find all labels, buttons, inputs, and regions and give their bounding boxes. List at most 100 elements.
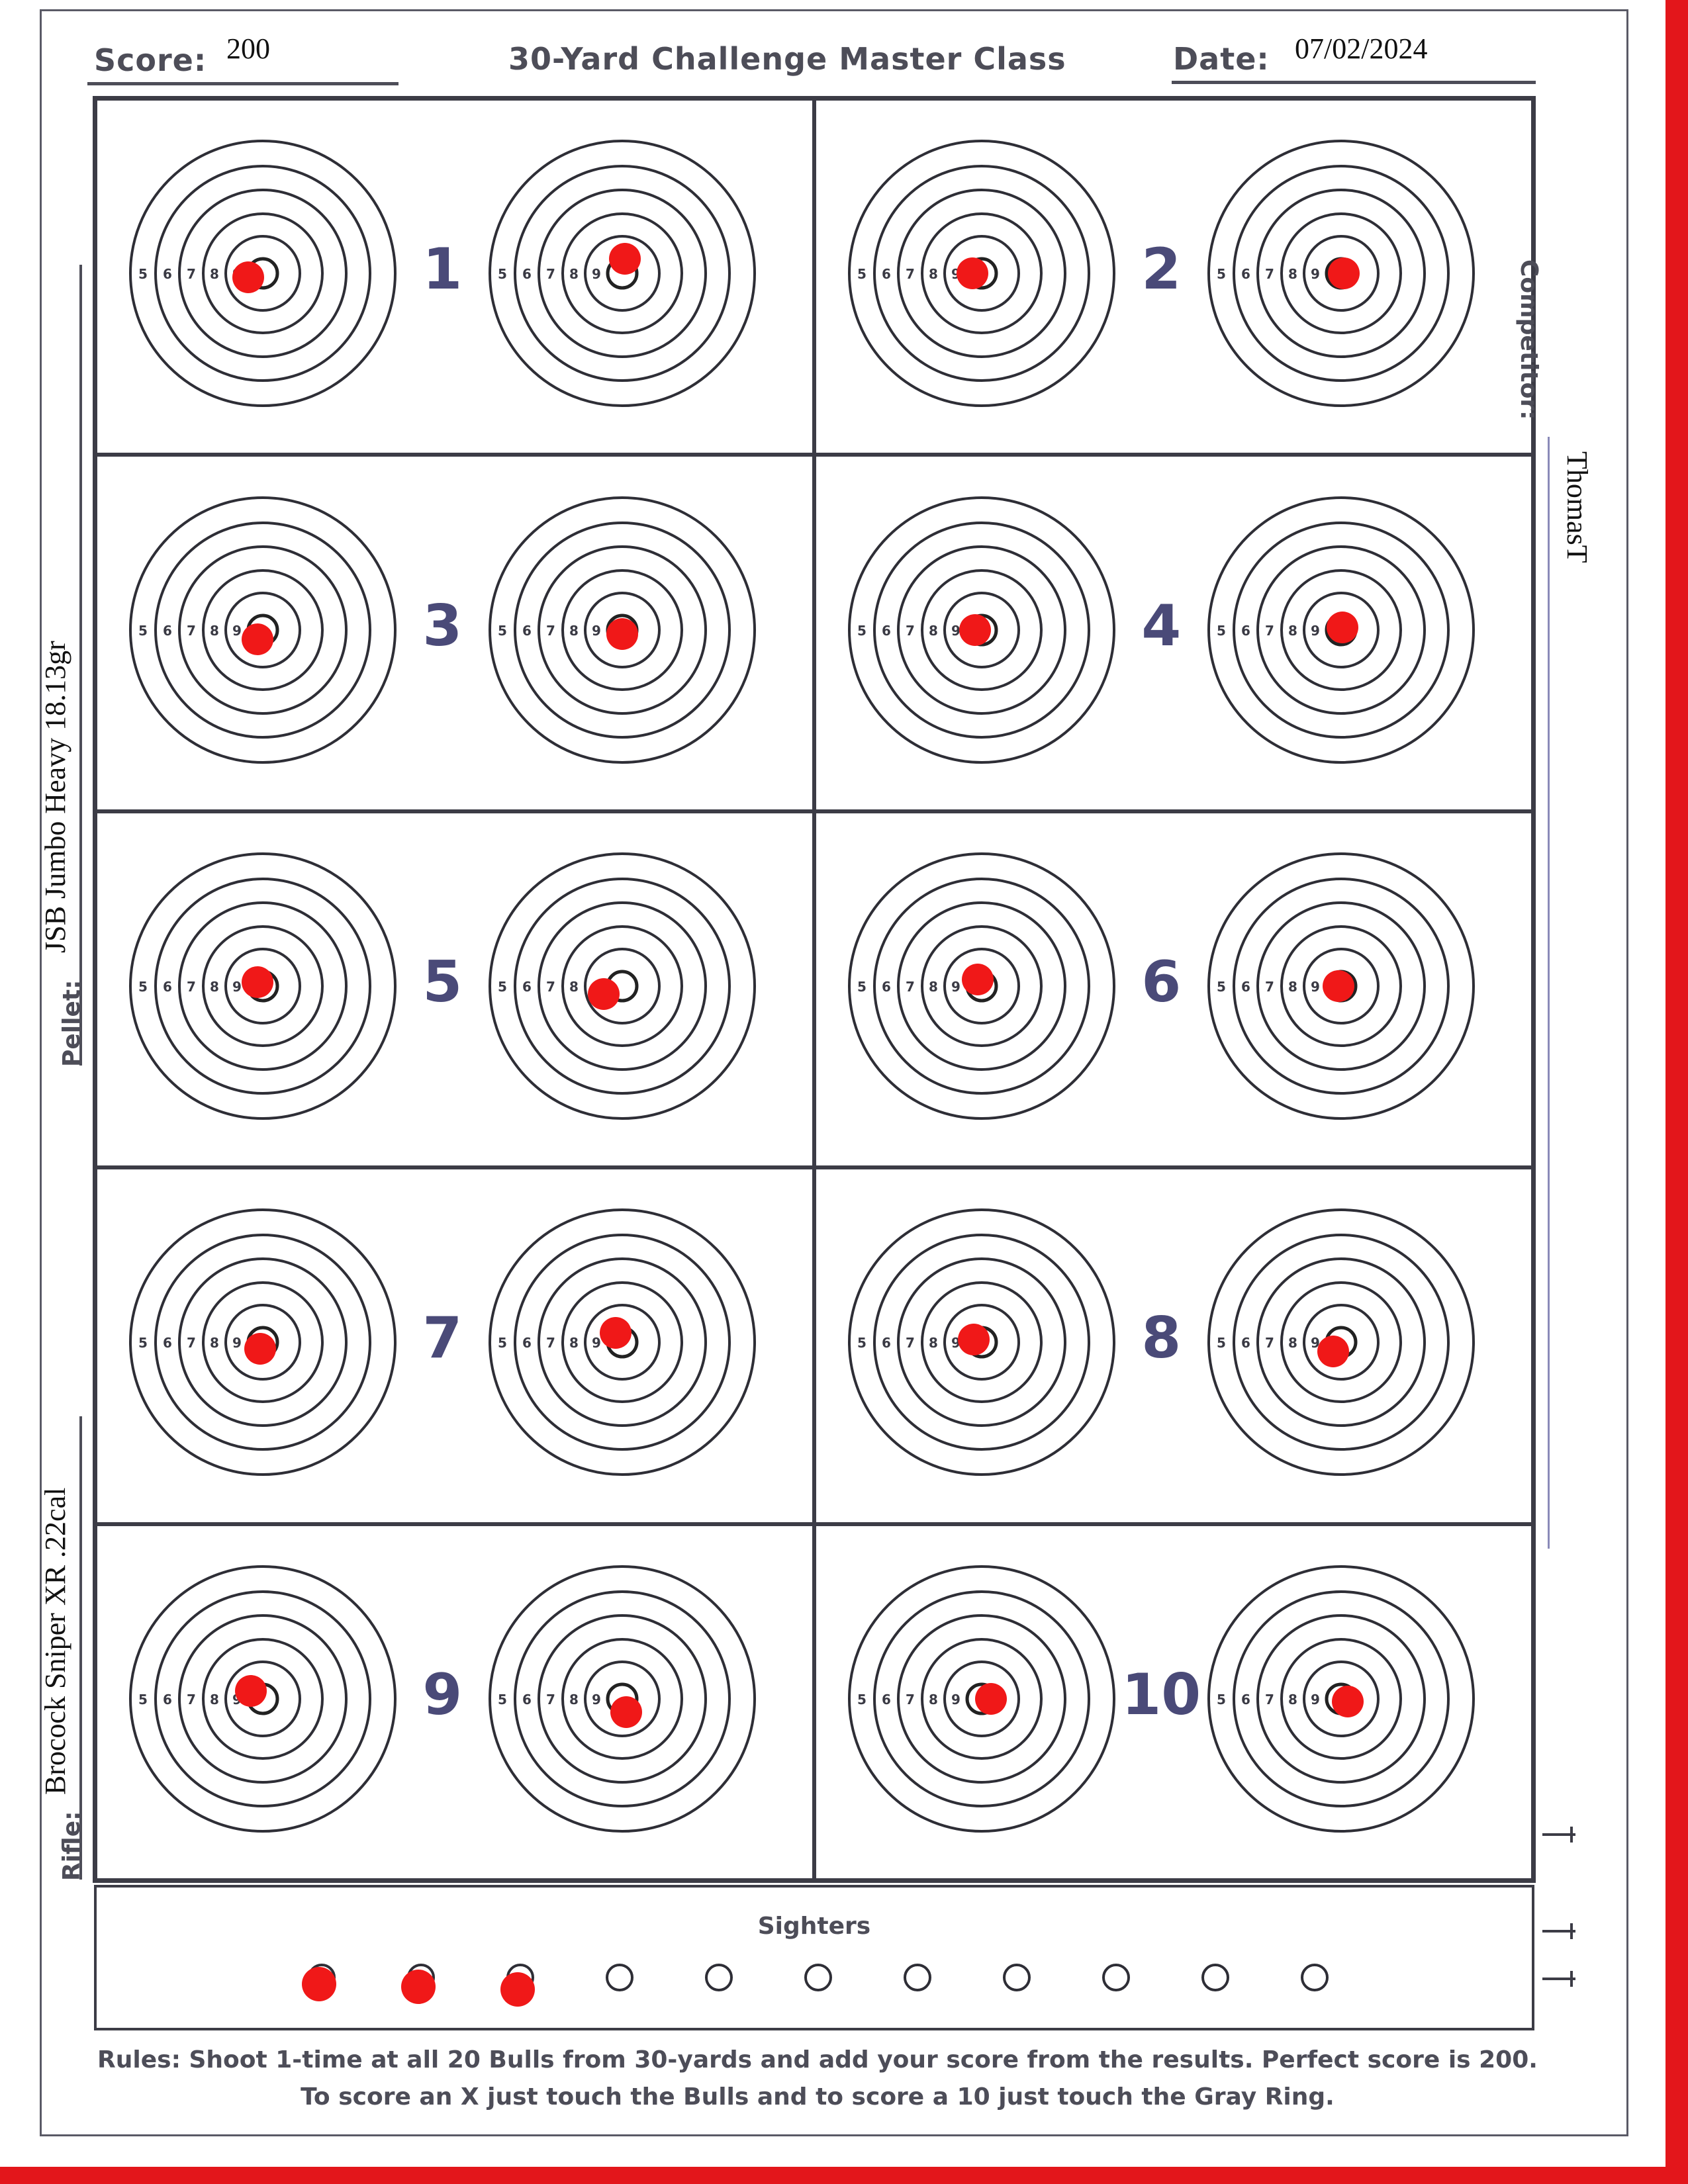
target-cell-5: 56789567895 [95, 811, 814, 1168]
ring-number: 7 [906, 623, 915, 639]
pellet-hit [608, 243, 641, 275]
ring [1207, 140, 1475, 408]
ring-number: 9 [232, 1335, 242, 1351]
target-grid: 5678956789156789567892567895678935678956… [93, 96, 1536, 1883]
ring [943, 1660, 1020, 1737]
date-label: Date: [1173, 41, 1270, 77]
ring [488, 140, 756, 408]
ring-number: 7 [906, 266, 915, 282]
pellet-hit [606, 617, 638, 650]
sighter-bull [606, 1964, 633, 1991]
ring [1232, 521, 1450, 739]
ring-number: 6 [882, 623, 891, 639]
target-number-4: 4 [1141, 592, 1182, 659]
ring [583, 1304, 661, 1381]
pellet-hit [244, 1333, 276, 1365]
ring [201, 1637, 324, 1760]
pellet-hit [957, 1324, 990, 1356]
ring-number: 8 [569, 266, 579, 282]
ring [488, 496, 756, 764]
ring-number: 7 [906, 1692, 915, 1707]
ring-number: 5 [498, 1335, 507, 1351]
ring [1232, 1590, 1450, 1807]
competitor-value: ThomasT [1561, 451, 1593, 563]
ring [896, 1614, 1066, 1784]
ring-number: 5 [1217, 1335, 1226, 1351]
ring [128, 140, 397, 408]
ring [201, 925, 324, 1047]
ring-number: 7 [187, 623, 196, 639]
ring [537, 1614, 707, 1784]
ring [847, 140, 1115, 408]
score-value: 200 [226, 32, 270, 65]
ring-number: 7 [187, 1335, 196, 1351]
ring [1232, 877, 1450, 1095]
ring [1256, 189, 1426, 359]
date-underline [1172, 81, 1536, 84]
ring [128, 496, 397, 764]
ring-number: 6 [163, 266, 172, 282]
ring-number: 5 [138, 266, 148, 282]
ring [847, 496, 1115, 764]
ring [920, 212, 1043, 335]
ring-number: 8 [1288, 266, 1297, 282]
ring-number: 8 [1288, 979, 1297, 995]
ring [154, 165, 371, 383]
ring [177, 1257, 348, 1428]
ring [154, 521, 371, 739]
ring-number: 9 [1311, 979, 1320, 995]
ring [920, 569, 1043, 691]
ring [561, 1281, 683, 1404]
ring [513, 877, 731, 1095]
ring-number: 7 [187, 979, 196, 995]
ring [154, 1590, 371, 1807]
ring-number: 9 [232, 623, 242, 639]
ring-number: 8 [569, 1335, 579, 1351]
ring [920, 925, 1043, 1047]
target-sheet [40, 9, 1628, 2136]
ring [513, 1590, 731, 1807]
rifle-value: Brocock Sniper XR .22cal [39, 1487, 71, 1795]
ring-number: 9 [951, 979, 961, 995]
page-edge-bottom [0, 2167, 1688, 2184]
ring-number: 6 [163, 979, 172, 995]
sighter-bull [904, 1964, 931, 1991]
ring [224, 591, 301, 668]
pellet-hit [1326, 611, 1358, 643]
ring [224, 1660, 301, 1737]
ring-number: 5 [138, 979, 148, 995]
ring [943, 947, 1020, 1024]
target-number-2: 2 [1141, 236, 1182, 303]
ring [1302, 1660, 1380, 1737]
sighter-bull [1003, 1964, 1031, 1991]
ring-number: 6 [882, 266, 891, 282]
ring-number: 7 [187, 1692, 196, 1707]
ring-number: 9 [1311, 1335, 1320, 1351]
rifle-line [79, 1416, 82, 1880]
ring-number: 7 [546, 266, 555, 282]
target-number-6: 6 [1141, 948, 1182, 1015]
ring [1207, 496, 1475, 764]
ring-number: 7 [187, 266, 196, 282]
ring-number: 5 [857, 266, 867, 282]
ring-number: 6 [163, 623, 172, 639]
margin-tick-marks [1542, 1827, 1575, 1987]
rules-line-2: To score an X just touch the Bulls and t… [301, 2083, 1335, 2111]
ring [872, 165, 1090, 383]
target-number-5: 5 [422, 948, 463, 1015]
ring-number: 6 [522, 266, 532, 282]
sighter-hit [500, 1972, 535, 2007]
